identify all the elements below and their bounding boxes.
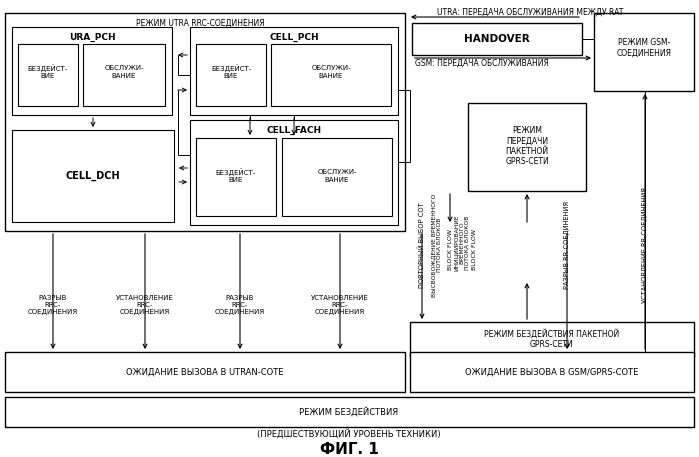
Bar	[271, 44, 391, 106]
Bar	[410, 352, 694, 392]
Bar	[594, 13, 694, 91]
Bar	[12, 27, 172, 115]
Text: РЕЖИМ
ПЕРЕДАЧИ
ПАКЕТНОЙ
GPRS-СЕТИ: РЕЖИМ ПЕРЕДАЧИ ПАКЕТНОЙ GPRS-СЕТИ	[505, 126, 549, 166]
Bar	[282, 138, 392, 216]
Text: ОБСЛУЖИ-
ВАНИЕ: ОБСЛУЖИ- ВАНИЕ	[104, 65, 144, 79]
Text: UTRA: ПЕРЕДАЧА ОБСЛУЖИВАНИЯ МЕЖДУ RAT: UTRA: ПЕРЕДАЧА ОБСЛУЖИВАНИЯ МЕЖДУ RAT	[437, 8, 624, 17]
Text: GSM: ПЕРЕДАЧА ОБСЛУЖИВАНИЯ: GSM: ПЕРЕДАЧА ОБСЛУЖИВАНИЯ	[415, 58, 549, 68]
Bar	[410, 322, 694, 357]
Bar	[190, 27, 398, 115]
Text: БЕЗДЕЙСТ-
ВИЕ: БЕЗДЕЙСТ- ВИЕ	[28, 64, 68, 80]
Bar	[196, 138, 276, 216]
Text: УСТАНОВЛЕНИЕ
RRC-
СОЕДИНЕНИЯ: УСТАНОВЛЕНИЕ RRC- СОЕДИНЕНИЯ	[116, 295, 174, 315]
Text: БЕЗДЕЙСТ-
ВИЕ: БЕЗДЕЙСТ- ВИЕ	[216, 169, 256, 183]
Text: РЕЖИМ БЕЗДЕЙСТВИЯ ПАКЕТНОЙ
GPRS-СЕТИ: РЕЖИМ БЕЗДЕЙСТВИЯ ПАКЕТНОЙ GPRS-СЕТИ	[484, 329, 619, 349]
Text: ПОВТОРНЫЙ ВЫБОР СОТ: ПОВТОРНЫЙ ВЫБОР СОТ	[419, 202, 426, 288]
Bar	[5, 397, 694, 427]
Text: BLOCK FLOW: BLOCK FLOW	[473, 229, 477, 271]
Text: URA_PCH: URA_PCH	[69, 33, 115, 42]
Text: РЕЖИМ UTRA RRC-СОЕДИНЕНИЯ: РЕЖИМ UTRA RRC-СОЕДИНЕНИЯ	[136, 19, 264, 28]
Text: УСТАНОВЛЕНИЕ RR-СОЕДИНЕНИЯ: УСТАНОВЛЕНИЕ RR-СОЕДИНЕНИЯ	[642, 187, 648, 303]
Text: ВЫСВОБОЖДЕНИЕ ВРЕМЕННОГО
ПОТОКА БЛОКОВ: ВЫСВОБОЖДЕНИЕ ВРЕМЕННОГО ПОТОКА БЛОКОВ	[431, 193, 442, 297]
Bar	[5, 352, 405, 392]
Text: ОБСЛУЖИ-
ВАНИЕ: ОБСЛУЖИ- ВАНИЕ	[311, 65, 351, 79]
Text: (ПРЕДШЕСТВУЮЩИЙ УРОВЕНЬ ТЕХНИКИ): (ПРЕДШЕСТВУЮЩИЙ УРОВЕНЬ ТЕХНИКИ)	[257, 429, 441, 439]
Text: CELL_FACH: CELL_FACH	[266, 126, 322, 135]
Text: УСТАНОВЛЕНИЕ
RRC-
СОЕДИНЕНИЯ: УСТАНОВЛЕНИЕ RRC- СОЕДИНЕНИЯ	[311, 295, 369, 315]
Text: ИНИЦИИРОВАНИЕ
ВРЕМЕННОГО
ПОТОКА БЛОКОВ: ИНИЦИИРОВАНИЕ ВРЕМЕННОГО ПОТОКА БЛОКОВ	[454, 215, 470, 271]
Text: РЕЖИМ GSM-
СОЕДИНЕНИЯ: РЕЖИМ GSM- СОЕДИНЕНИЯ	[617, 38, 672, 58]
Bar	[12, 130, 174, 222]
Text: CELL_DCH: CELL_DCH	[66, 171, 120, 181]
Bar	[18, 44, 78, 106]
Text: ОЖИДАНИЕ ВЫЗОВА В UTRAN-СОТЕ: ОЖИДАНИЕ ВЫЗОВА В UTRAN-СОТЕ	[127, 367, 284, 377]
Text: РАЗРЫВ RR-СОЕДИНЕНИЯ: РАЗРЫВ RR-СОЕДИНЕНИЯ	[564, 201, 570, 289]
Text: РАЗРЫВ
RRC-
СОЕДИНЕНИЯ: РАЗРЫВ RRC- СОЕДИНЕНИЯ	[28, 295, 78, 315]
Text: BLOCK FLOW: BLOCK FLOW	[447, 229, 452, 271]
Bar	[190, 120, 398, 225]
Bar	[468, 103, 586, 191]
Bar	[83, 44, 165, 106]
Bar	[412, 23, 582, 55]
Text: CELL_PCH: CELL_PCH	[269, 33, 319, 42]
Text: РАЗРЫВ
RRC-
СОЕДИНЕНИЯ: РАЗРЫВ RRC- СОЕДИНЕНИЯ	[215, 295, 265, 315]
Text: ФИГ. 1: ФИГ. 1	[319, 441, 378, 457]
Text: БЕЗДЕЙСТ-
ВИЕ: БЕЗДЕЙСТ- ВИЕ	[211, 64, 251, 80]
Bar	[5, 13, 405, 231]
Text: ОБСЛУЖИ-
ВАНИЕ: ОБСЛУЖИ- ВАНИЕ	[317, 170, 356, 182]
Text: HANDOVER: HANDOVER	[464, 34, 530, 44]
Bar	[196, 44, 266, 106]
Text: РЕЖИМ БЕЗДЕЙСТВИЯ: РЕЖИМ БЕЗДЕЙСТВИЯ	[299, 407, 398, 417]
Text: ОЖИДАНИЕ ВЫЗОВА В GSM/GPRS-СОТЕ: ОЖИДАНИЕ ВЫЗОВА В GSM/GPRS-СОТЕ	[466, 367, 639, 377]
